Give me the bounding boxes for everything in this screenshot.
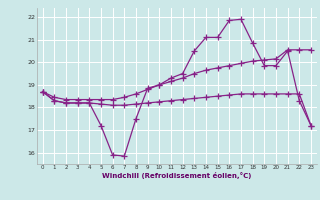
X-axis label: Windchill (Refroidissement éolien,°C): Windchill (Refroidissement éolien,°C) [102, 172, 252, 179]
